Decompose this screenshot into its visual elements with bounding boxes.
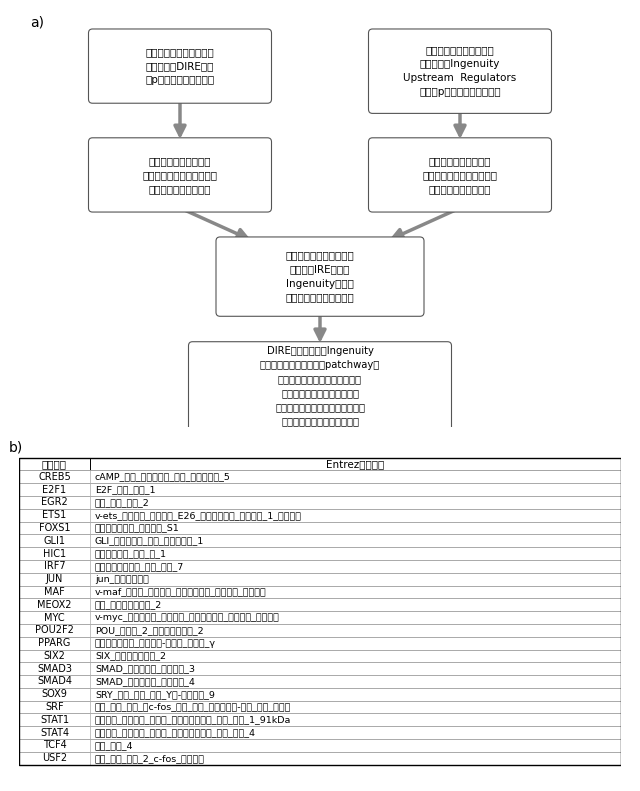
Text: TCF4: TCF4 bbox=[43, 740, 67, 751]
Bar bbox=[19, 611, 621, 624]
Bar bbox=[19, 752, 621, 765]
Bar bbox=[19, 457, 621, 471]
Text: MEOX2: MEOX2 bbox=[37, 600, 72, 610]
Bar bbox=[19, 701, 621, 713]
Bar bbox=[19, 509, 621, 521]
Bar bbox=[19, 471, 621, 483]
FancyBboxPatch shape bbox=[88, 29, 271, 103]
Text: SMAD4: SMAD4 bbox=[37, 676, 72, 687]
Text: STAT4: STAT4 bbox=[40, 728, 69, 738]
Text: フォークヘッド_ボックス_S1: フォークヘッド_ボックス_S1 bbox=[95, 524, 180, 532]
Bar bbox=[19, 457, 621, 765]
Text: SMAD_ファミリー_メンバー_3: SMAD_ファミリー_メンバー_3 bbox=[95, 664, 195, 673]
Text: シグナル_伝達物質_および_アクチベーター_オブ_転写_1_91kDa: シグナル_伝達物質_および_アクチベーター_オブ_転写_1_91kDa bbox=[95, 715, 291, 725]
Bar bbox=[19, 688, 621, 701]
Bar bbox=[19, 496, 621, 509]
Bar bbox=[19, 483, 621, 496]
Text: 上流_転写_因子_2_c-fos_相互作用: 上流_転写_因子_2_c-fos_相互作用 bbox=[95, 754, 205, 763]
Text: POU2F2: POU2F2 bbox=[35, 626, 74, 635]
Bar bbox=[19, 598, 621, 611]
Bar bbox=[19, 675, 621, 688]
Text: cAMP_応答_エレメント_結合_タンパク質_5: cAMP_応答_エレメント_結合_タンパク質_5 bbox=[95, 472, 231, 481]
Bar bbox=[19, 713, 621, 726]
Text: IRF7: IRF7 bbox=[44, 562, 65, 571]
Bar bbox=[19, 739, 621, 752]
Text: USF2: USF2 bbox=[42, 753, 67, 763]
Text: ルオキシソーム_増殖因子-活性化_受容体_γ: ルオキシソーム_増殖因子-活性化_受容体_γ bbox=[95, 638, 216, 648]
Bar bbox=[19, 573, 621, 585]
Text: SOX9: SOX9 bbox=[42, 689, 67, 699]
Text: FOXS1: FOXS1 bbox=[38, 523, 70, 533]
Bar bbox=[19, 662, 621, 675]
Bar bbox=[19, 624, 621, 637]
Bar bbox=[19, 560, 621, 573]
Bar bbox=[19, 726, 621, 739]
Text: v-ets_赤芽球症_ウイルス_E26_オンコジーン_ホモログ_1_（トリ）: v-ets_赤芽球症_ウイルス_E26_オンコジーン_ホモログ_1_（トリ） bbox=[95, 511, 302, 520]
FancyBboxPatch shape bbox=[369, 29, 552, 113]
Text: v-maf_筋膜原_線維肉腫_オンコジーン_ホモログ_（トリ）: v-maf_筋膜原_線維肉腫_オンコジーン_ホモログ_（トリ） bbox=[95, 588, 267, 596]
Text: シンボル: シンボル bbox=[42, 459, 67, 469]
Text: SIX_ホメオボックス_2: SIX_ホメオボックス_2 bbox=[95, 652, 166, 660]
FancyBboxPatch shape bbox=[369, 138, 552, 212]
Text: 解析対象の各パスウェイ
についてIREまたは
Ingenuity解析で
得られた転写因子を比較: 解析対象の各パスウェイ についてIREまたは Ingenuity解析で 得られた… bbox=[285, 251, 355, 303]
Text: 既知の細胞局在および
シーケンシングヒット数に
基づく転写因子の選択: 既知の細胞局在および シーケンシングヒット数に 基づく転写因子の選択 bbox=[422, 156, 497, 194]
Text: CREB5: CREB5 bbox=[38, 471, 71, 482]
Text: GLI_ファミリー_亜鉛_フィンガー_1: GLI_ファミリー_亜鉛_フィンガー_1 bbox=[95, 536, 204, 545]
Bar bbox=[19, 547, 621, 560]
Text: GLI1: GLI1 bbox=[44, 536, 65, 546]
Text: b): b) bbox=[9, 440, 23, 454]
Text: 血清_応答_因子_（c-fos_血清_応答_エレメント-結合_転写_因子）: 血清_応答_因子_（c-fos_血清_応答_エレメント-結合_転写_因子） bbox=[95, 702, 291, 712]
Text: 発現に差のある遺伝子の
各リストのIngenuity
Upstream  Regulators
解析（p値のみによる選別）: 発現に差のある遺伝子の 各リストのIngenuity Upstream Regu… bbox=[403, 45, 516, 97]
Text: Entrez遺伝子名: Entrez遺伝子名 bbox=[326, 459, 385, 469]
Text: E2F_転写_因子_1: E2F_転写_因子_1 bbox=[95, 485, 156, 494]
FancyBboxPatch shape bbox=[88, 138, 271, 212]
Bar bbox=[19, 649, 621, 662]
Text: SRF: SRF bbox=[45, 702, 64, 712]
Text: 発現に差のある遺伝子の
各リストのDIRE解析
（p値のみによる選別）: 発現に差のある遺伝子の 各リストのDIRE解析 （p値のみによる選別） bbox=[145, 47, 214, 85]
Text: SIX2: SIX2 bbox=[44, 651, 65, 661]
Text: HIC1: HIC1 bbox=[43, 548, 66, 558]
Text: STAT1: STAT1 bbox=[40, 715, 69, 725]
Text: JUN: JUN bbox=[46, 574, 63, 584]
Text: ETS1: ETS1 bbox=[42, 510, 67, 520]
Text: v-myc_骨髄球腫症_ウイルス_オンコジーン_ホモログ_（トリ）: v-myc_骨髄球腫症_ウイルス_オンコジーン_ホモログ_（トリ） bbox=[95, 613, 280, 622]
Text: 充填_ホメオボックス_2: 充填_ホメオボックス_2 bbox=[95, 600, 162, 609]
FancyBboxPatch shape bbox=[216, 237, 424, 316]
Bar bbox=[19, 535, 621, 547]
Text: 転写_因子_4: 転写_因子_4 bbox=[95, 741, 133, 750]
Text: PPARG: PPARG bbox=[38, 638, 70, 648]
Text: インターフェロン_調節_因子_7: インターフェロン_調節_因子_7 bbox=[95, 562, 184, 571]
Text: MYC: MYC bbox=[44, 612, 65, 623]
Text: 過剰メチル化_イン_癌_1: 過剰メチル化_イン_癌_1 bbox=[95, 549, 167, 558]
Text: MAF: MAF bbox=[44, 587, 65, 597]
Text: EGR2: EGR2 bbox=[41, 498, 68, 507]
Text: 初期_増殖_応答_2: 初期_増殖_応答_2 bbox=[95, 498, 150, 507]
Bar bbox=[19, 521, 621, 535]
Text: E2F1: E2F1 bbox=[42, 485, 67, 494]
Text: POU_クラス_2_ホメオボックス_2: POU_クラス_2_ホメオボックス_2 bbox=[95, 626, 204, 635]
Bar bbox=[19, 585, 621, 598]
Text: SMAD_ファミリー_メンバー_4: SMAD_ファミリー_メンバー_4 bbox=[95, 677, 195, 686]
Text: 既知の細胞局在および
シーケンシングヒット数に
基づく転写因子の選択: 既知の細胞局在および シーケンシングヒット数に 基づく転写因子の選択 bbox=[143, 156, 218, 194]
Text: jun_オンコジーン: jun_オンコジーン bbox=[95, 574, 148, 584]
Text: シグナル_伝達物質_および_アクチベーター_オブ_転写_4: シグナル_伝達物質_および_アクチベーター_オブ_転写_4 bbox=[95, 729, 256, 737]
Text: SRY_（性_決定_領域_Y）-ボックス_9: SRY_（性_決定_領域_Y）-ボックス_9 bbox=[95, 690, 215, 698]
Text: DIREリストおよびIngenuity
リスト（各パスウェイ（patchway）
に関する）の両方に存在する、
または遺伝子ネットワークの
変化の中心となる転写: DIREリストおよびIngenuity リスト（各パスウェイ（patchway）… bbox=[260, 346, 380, 426]
Text: SMAD3: SMAD3 bbox=[37, 664, 72, 674]
Bar bbox=[19, 637, 621, 649]
FancyBboxPatch shape bbox=[189, 342, 451, 431]
Text: a): a) bbox=[30, 15, 44, 29]
